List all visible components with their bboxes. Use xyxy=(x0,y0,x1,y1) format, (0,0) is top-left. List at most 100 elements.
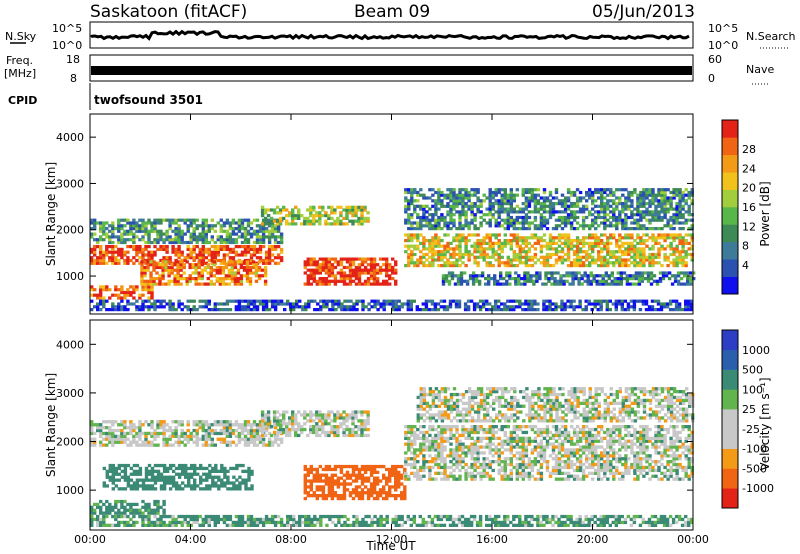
heatmap-cell xyxy=(369,277,374,281)
heatmap-cell xyxy=(616,277,620,281)
heatmap-cell xyxy=(366,263,371,267)
heatmap-cell xyxy=(258,235,263,239)
heatmap-cell xyxy=(312,219,316,223)
heatmap-cell xyxy=(690,239,694,243)
heatmap-cell xyxy=(102,420,106,424)
heatmap-cell xyxy=(689,277,693,281)
heatmap-cell xyxy=(627,233,631,237)
heatmap-cell xyxy=(123,434,127,438)
heatmap-cell xyxy=(533,252,538,257)
heatmap-cell xyxy=(354,277,359,281)
heatmap-cell xyxy=(600,199,604,203)
heatmap-cell xyxy=(494,202,498,206)
heatmap-cell xyxy=(111,508,115,512)
heatmap-cell xyxy=(312,277,316,281)
heatmap-cell xyxy=(541,282,545,286)
heatmap-cell xyxy=(458,250,462,254)
heatmap-cell xyxy=(237,305,242,309)
heatmap-cell xyxy=(129,245,133,249)
heatmap-cell xyxy=(485,196,489,200)
heatmap-cell xyxy=(646,279,651,283)
heatmap-cell xyxy=(394,282,398,286)
heatmap-cell xyxy=(143,271,147,275)
heatmap-cell xyxy=(255,299,260,303)
heatmap-cell xyxy=(491,255,495,259)
heatmap-cell xyxy=(494,302,498,306)
heatmap-cell xyxy=(503,239,507,243)
heatmap-cell xyxy=(263,216,268,220)
heatmap-cell xyxy=(461,224,465,228)
heatmap-cell xyxy=(437,199,441,203)
heatmap-cell xyxy=(645,202,649,206)
heatmap-cell xyxy=(584,299,588,303)
heatmap-cell xyxy=(406,305,410,309)
heatmap-cell xyxy=(318,416,322,420)
heatmap-cell xyxy=(126,290,130,295)
heatmap-cell xyxy=(530,196,535,200)
heatmap-cell xyxy=(419,204,423,208)
heatmap-cell xyxy=(303,479,307,483)
heatmap-cell xyxy=(403,488,407,492)
heatmap-cell xyxy=(159,218,163,222)
heatmap-cell xyxy=(585,224,589,228)
heatmap-cell xyxy=(273,305,278,309)
heatmap-cell xyxy=(207,434,211,438)
heatmap-cell xyxy=(624,202,628,206)
heatmap-cell xyxy=(294,419,298,423)
heatmap-cell xyxy=(114,499,118,504)
heatmap-cell xyxy=(598,274,602,278)
heatmap-cell xyxy=(554,261,559,265)
heatmap-cell xyxy=(96,256,100,260)
heatmap-cell xyxy=(153,299,157,303)
heatmap-cell xyxy=(388,470,392,474)
heatmap-cell xyxy=(337,302,341,306)
heatmap-cell xyxy=(357,496,362,501)
heatmap-cell xyxy=(603,258,607,262)
heatmap-cell xyxy=(266,419,271,423)
heatmap-cell xyxy=(120,428,124,433)
heatmap-cell xyxy=(410,199,414,203)
heatmap-cell xyxy=(500,202,504,206)
heatmap-cell xyxy=(585,190,589,195)
heatmap-cell xyxy=(422,207,426,211)
heatmap-cell xyxy=(246,238,251,242)
heatmap-cell xyxy=(565,279,569,283)
heatmap-cell xyxy=(645,255,649,259)
heatmap-cell xyxy=(153,305,157,309)
heatmap-cell xyxy=(512,264,516,268)
heatmap-cell xyxy=(575,244,580,248)
heatmap-cell xyxy=(500,308,504,312)
heatmap-cell xyxy=(102,305,106,309)
heatmap-cell xyxy=(117,466,121,471)
heatmap-cell xyxy=(545,252,550,257)
heatmap-cell xyxy=(654,255,658,259)
heatmap-cell xyxy=(542,196,547,200)
heatmap-cell xyxy=(491,241,495,245)
heatmap-cell xyxy=(190,484,194,488)
heatmap-cell xyxy=(180,423,184,427)
heatmap-cell xyxy=(603,247,607,251)
heatmap-cell xyxy=(609,199,613,203)
heatmap-cell xyxy=(120,247,124,251)
heatmap-cell xyxy=(126,229,130,233)
heatmap-cell xyxy=(180,235,184,239)
heatmap-cell xyxy=(645,207,649,211)
heatmap-cell xyxy=(321,427,325,432)
heatmap-cell xyxy=(506,308,510,312)
heatmap-cell xyxy=(652,279,657,283)
heatmap-cell xyxy=(609,204,613,208)
heatmap-cell xyxy=(117,218,121,222)
heatmap-cell xyxy=(279,238,284,242)
heatmap-cell xyxy=(267,261,272,265)
heatmap-cell xyxy=(363,479,368,483)
heatmap-cell xyxy=(491,305,495,309)
heatmap-cell xyxy=(681,247,685,251)
heatmap-cell xyxy=(476,255,480,259)
heatmap-cell xyxy=(177,475,182,479)
heatmap-cell xyxy=(339,222,343,226)
heatmap-cell xyxy=(354,491,359,495)
heatmap-cell xyxy=(168,299,172,303)
heatmap-cell xyxy=(285,425,289,429)
heatmap-cell xyxy=(379,302,383,306)
